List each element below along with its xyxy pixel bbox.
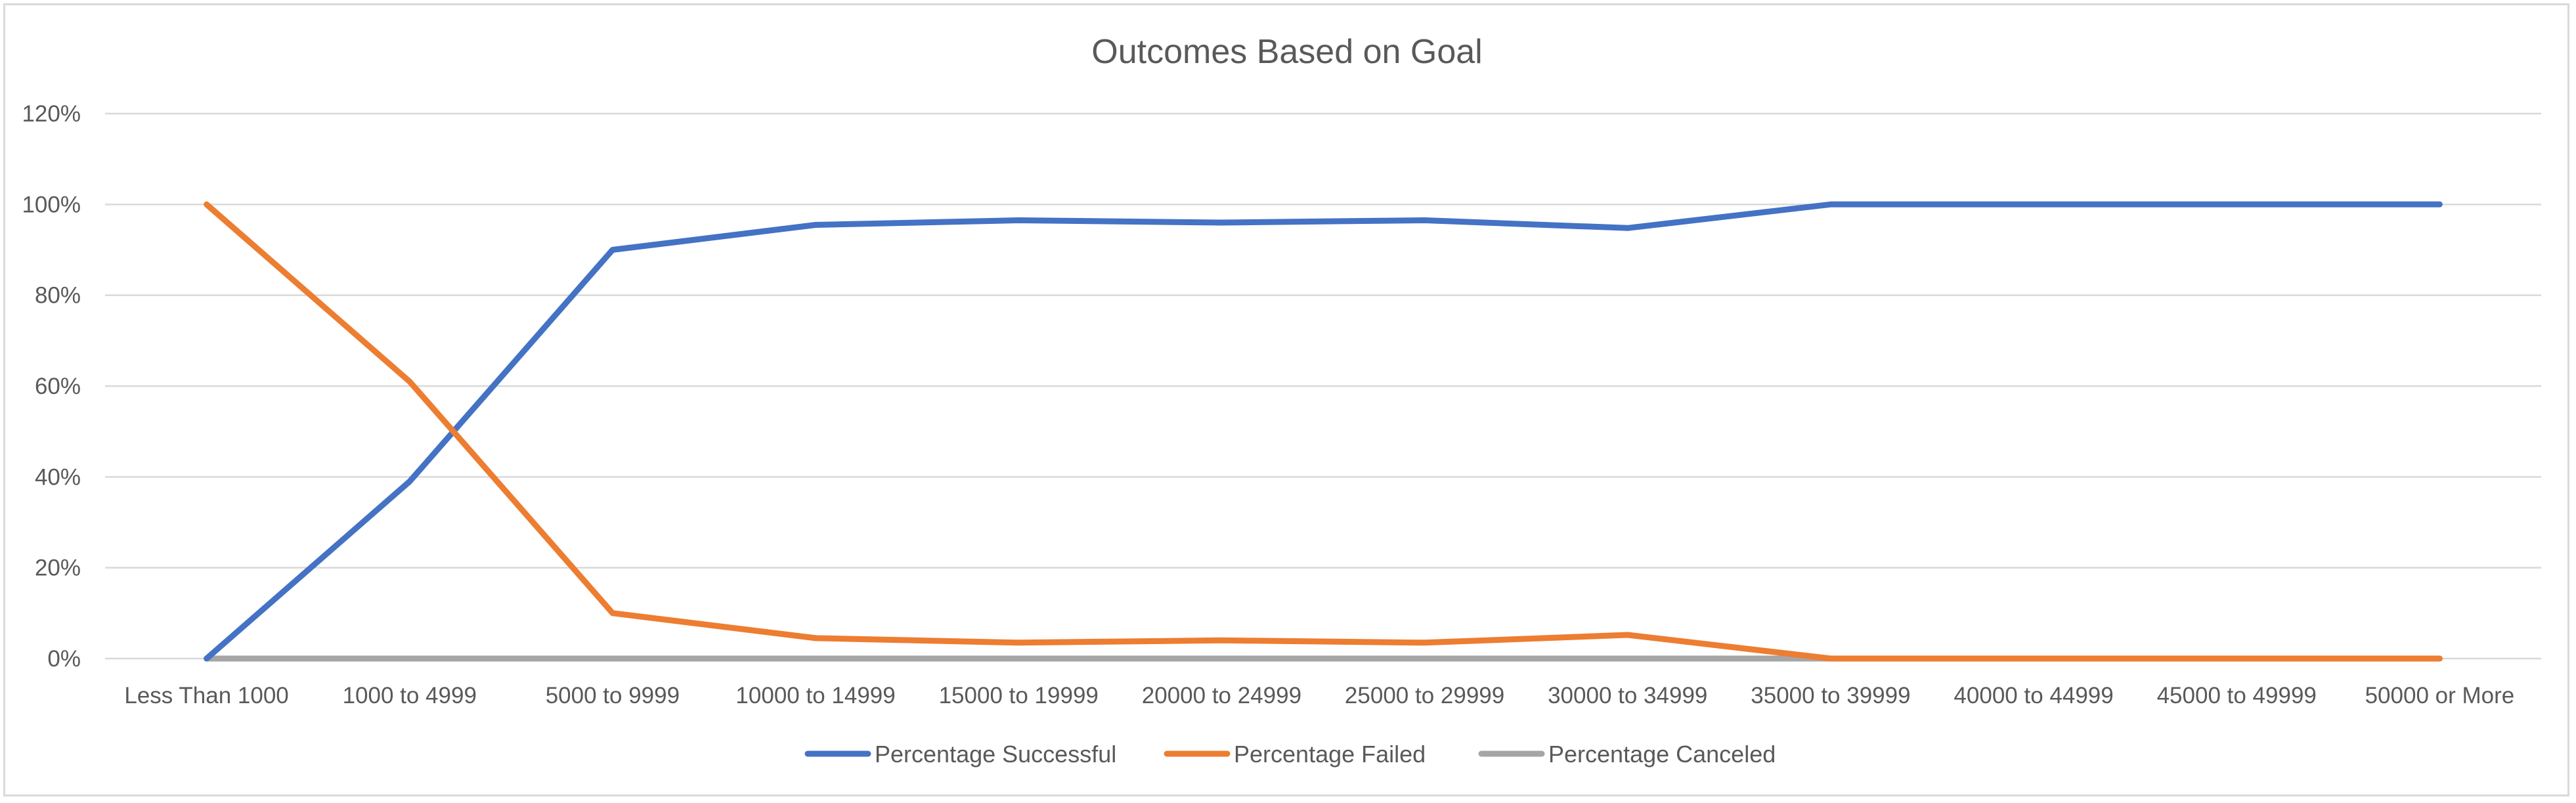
x-axis-tick-labels: Less Than 1000 1000 to 4999 5000 to 9999 10… [124,683,2514,708]
x-tick-label: 20000 to 24999 [1142,683,1301,708]
y-tick-label: 60% [35,374,81,399]
chart-title: Outcomes Based on Goal [1091,33,1482,71]
x-tick-label: 25000 to 29999 [1345,683,1504,708]
y-tick-label: 40% [35,464,81,490]
y-tick-label: 120% [22,101,81,127]
x-tick-label: 1000 to 4999 [343,683,477,708]
y-tick-label: 80% [35,283,81,309]
legend-label: Percentage Canceled [1548,741,1776,768]
x-tick-label: 35000 to 39999 [1751,683,1910,708]
series-lines [204,201,2443,662]
x-tick-label: Less Than 1000 [124,683,288,708]
legend-label: Percentage Successful [875,741,1116,768]
legend: Percentage Successful Percentage Failed Pe… [804,741,1776,768]
y-tick-label: 20% [35,555,81,581]
x-tick-label: 40000 to 44999 [1954,683,2113,708]
x-tick-label: 45000 to 49999 [2157,683,2317,708]
gridlines [105,112,2541,660]
legend-label: Percentage Failed [1234,741,1426,768]
x-tick-label: 30000 to 34999 [1548,683,1707,708]
series-line-percentage-successful [204,201,2443,662]
x-tick-label: 50000 or More [2365,683,2515,708]
y-tick-label: 0% [47,646,81,672]
x-tick-label: 5000 to 9999 [546,683,680,708]
y-tick-label: 100% [22,192,81,217]
x-tick-label: 10000 to 14999 [735,683,895,708]
y-axis-tick-labels: 0% 20% 40% 60% 80% 100% 120% [22,101,81,672]
series-line-percentage-failed [204,201,2443,662]
x-tick-label: 15000 to 19999 [939,683,1099,708]
chart-frame [3,3,2569,796]
